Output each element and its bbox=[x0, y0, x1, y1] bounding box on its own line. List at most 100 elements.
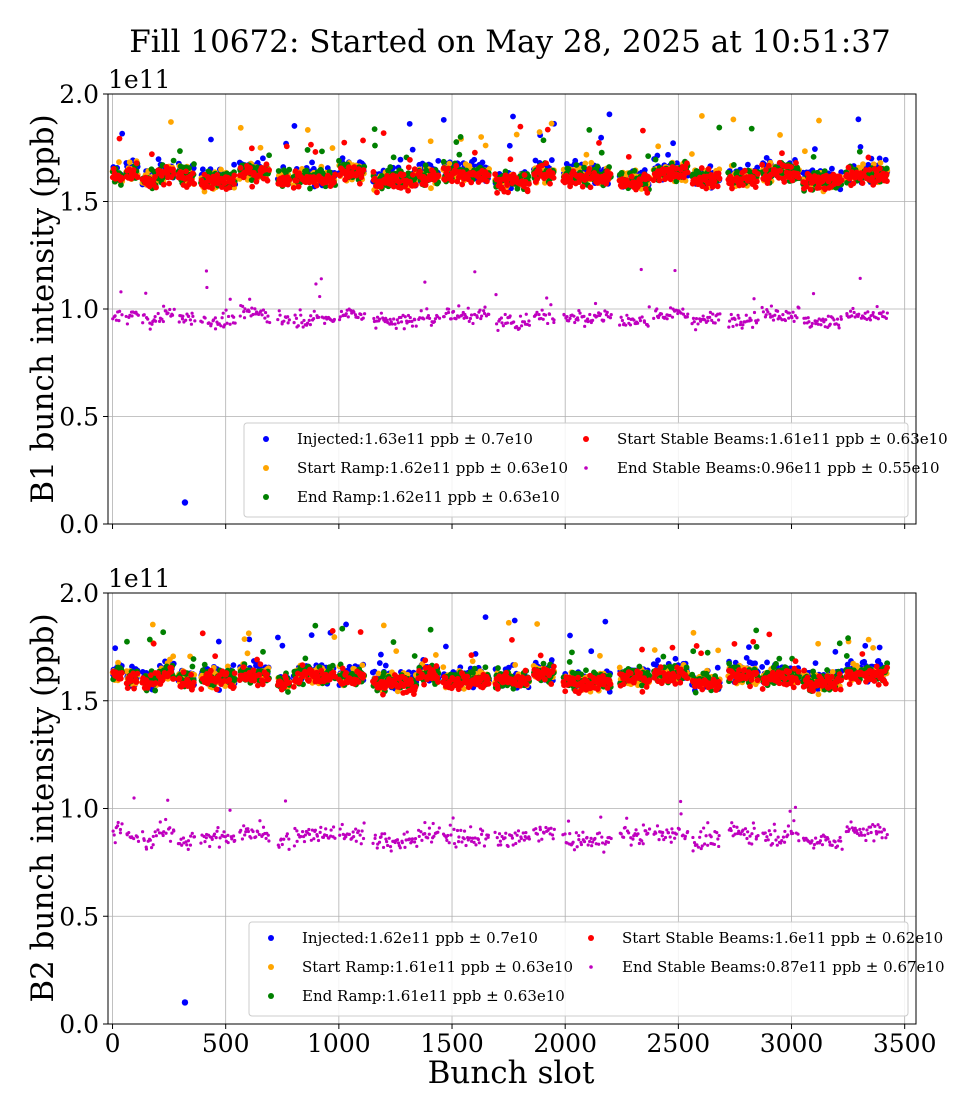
data-point bbox=[409, 146, 416, 153]
data-point bbox=[527, 323, 532, 327]
data-point bbox=[411, 166, 418, 173]
data-point bbox=[751, 325, 755, 329]
data-point bbox=[875, 304, 879, 309]
data-point bbox=[205, 285, 209, 290]
data-point bbox=[266, 167, 272, 173]
data-point bbox=[309, 314, 313, 318]
data-point bbox=[505, 321, 510, 325]
data-point bbox=[427, 138, 434, 145]
data-point bbox=[427, 316, 432, 320]
data-point bbox=[640, 315, 644, 319]
data-point bbox=[329, 145, 336, 151]
data-point bbox=[631, 167, 638, 174]
data-point bbox=[378, 317, 382, 321]
data-point bbox=[264, 177, 271, 184]
data-point bbox=[423, 280, 427, 284]
data-point bbox=[877, 159, 884, 166]
data-point bbox=[852, 310, 856, 315]
figure-title: Fill 10672: Started on May 28, 2025 at 1… bbox=[129, 24, 891, 60]
data-point bbox=[170, 157, 177, 164]
data-point bbox=[714, 664, 721, 671]
b1-legend-label: Start Ramp:1.62e11 ppb ± 0.63e10 bbox=[297, 459, 568, 477]
data-point bbox=[727, 325, 731, 329]
data-point bbox=[228, 322, 232, 326]
data-point bbox=[637, 181, 644, 188]
data-point bbox=[187, 314, 191, 318]
data-point bbox=[275, 634, 281, 641]
data-point bbox=[543, 313, 548, 317]
data-point bbox=[519, 324, 524, 328]
data-point bbox=[729, 312, 733, 317]
data-point bbox=[113, 314, 117, 318]
b1-series-end-stable-beams bbox=[111, 267, 889, 333]
data-point bbox=[541, 317, 545, 321]
data-point bbox=[362, 312, 367, 316]
data-point bbox=[291, 123, 298, 129]
data-point bbox=[482, 142, 489, 149]
data-point bbox=[242, 316, 247, 320]
data-point bbox=[307, 318, 311, 323]
data-point bbox=[779, 150, 785, 157]
data-point bbox=[248, 145, 255, 152]
data-point bbox=[713, 321, 717, 325]
data-point bbox=[807, 320, 811, 324]
data-point bbox=[511, 617, 518, 624]
data-point bbox=[760, 305, 764, 310]
data-point bbox=[860, 161, 866, 168]
data-point bbox=[191, 180, 198, 187]
data-point bbox=[468, 179, 475, 186]
data-point bbox=[711, 312, 715, 316]
data-point bbox=[824, 318, 828, 322]
data-point bbox=[483, 178, 490, 185]
data-point bbox=[552, 318, 556, 322]
data-point bbox=[857, 143, 864, 150]
data-point bbox=[821, 317, 825, 321]
data-point bbox=[717, 318, 721, 322]
data-point bbox=[518, 314, 523, 318]
data-point bbox=[451, 309, 456, 314]
data-point bbox=[514, 185, 521, 192]
data-point bbox=[620, 318, 625, 323]
data-point bbox=[319, 277, 323, 281]
data-point bbox=[624, 323, 628, 327]
data-point bbox=[482, 309, 486, 313]
data-point bbox=[130, 167, 137, 173]
data-point bbox=[468, 316, 473, 321]
data-point bbox=[674, 160, 680, 167]
data-point bbox=[302, 318, 306, 323]
data-point bbox=[618, 323, 622, 327]
data-point bbox=[694, 317, 699, 321]
data-point bbox=[237, 164, 244, 171]
data-point bbox=[419, 309, 423, 313]
data-point bbox=[739, 320, 743, 324]
data-point bbox=[405, 164, 412, 171]
data-point bbox=[286, 321, 290, 325]
b1-legend-label: Start Stable Beams:1.61e11 ppb ± 0.63e10 bbox=[617, 430, 948, 448]
data-point bbox=[602, 618, 609, 625]
data-point bbox=[260, 313, 264, 317]
data-point bbox=[526, 181, 532, 187]
data-point bbox=[393, 648, 400, 655]
data-point bbox=[361, 316, 365, 320]
data-point bbox=[453, 139, 460, 145]
data-point bbox=[729, 185, 735, 192]
data-point bbox=[437, 316, 442, 320]
data-point bbox=[440, 116, 447, 123]
data-point bbox=[740, 326, 744, 330]
data-point bbox=[791, 310, 795, 314]
data-point bbox=[583, 151, 590, 158]
data-point bbox=[471, 321, 475, 326]
data-point bbox=[394, 326, 398, 330]
data-point bbox=[565, 314, 569, 319]
data-point bbox=[734, 168, 741, 175]
data-point bbox=[465, 316, 469, 320]
data-point bbox=[850, 180, 857, 187]
data-point bbox=[241, 304, 245, 308]
data-point bbox=[177, 320, 181, 324]
data-point bbox=[850, 314, 854, 318]
data-point bbox=[457, 304, 461, 308]
data-point bbox=[816, 117, 822, 124]
data-point bbox=[696, 322, 700, 326]
data-point bbox=[331, 179, 337, 186]
data-point bbox=[276, 317, 280, 322]
